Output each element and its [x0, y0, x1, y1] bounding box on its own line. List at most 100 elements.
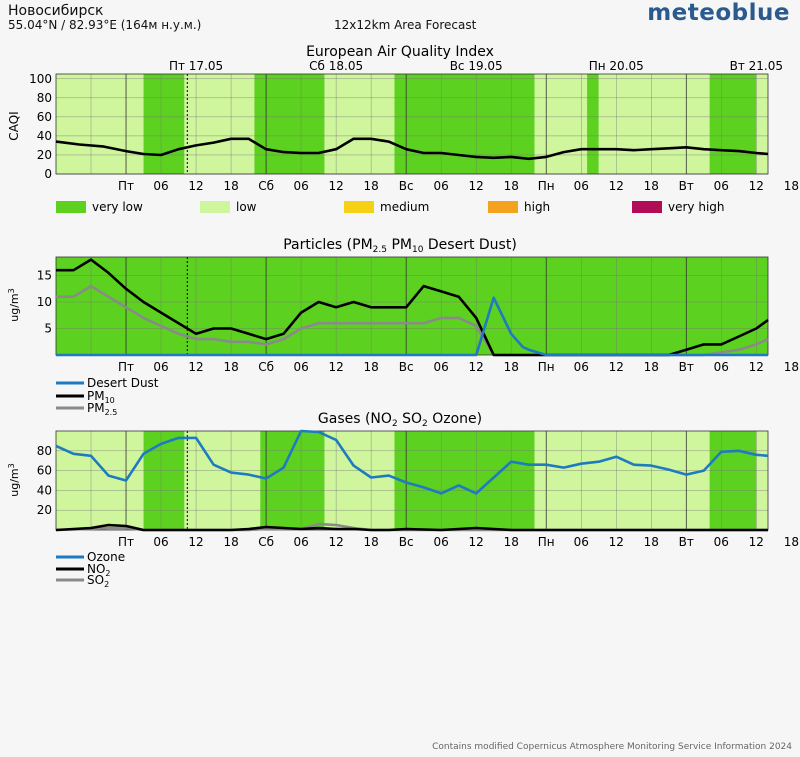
day-label: Вт 21.05	[730, 59, 783, 73]
aqi-xtick-label: Пн	[538, 179, 555, 193]
particles-ytick-label: 10	[37, 295, 52, 309]
aqi-xtick-label: 06	[714, 179, 729, 193]
particles-xtick-label: Вт	[679, 360, 694, 374]
particles-xtick-label: 06	[293, 360, 308, 374]
aqi-band-low	[534, 74, 588, 174]
aqi-ytick-label: 60	[37, 110, 52, 124]
legend-no2-label: NO2	[87, 562, 111, 578]
legend-desert-dust-label: Desert Dust	[87, 376, 159, 390]
legend-so2-label: SO2	[87, 573, 109, 589]
particles-xtick-label: 12	[749, 360, 764, 374]
gases-series-no2	[55, 523, 768, 532]
aqi-xtick-label: 12	[328, 179, 343, 193]
gases-xtick-label: 18	[784, 535, 799, 549]
aqi-xtick-label: 18	[644, 179, 659, 193]
aqi-xtick-label: 12	[609, 179, 624, 193]
aqi-band-low	[184, 74, 255, 174]
aqi-xtick-label: 06	[153, 179, 168, 193]
gases-plot: 20 40 60 80	[37, 429, 769, 532]
aqi-band-very-low	[394, 74, 535, 174]
aqi-xtick-label: Сб	[258, 179, 274, 193]
aqi-ytick-label: 80	[37, 91, 52, 105]
aqi-x-ticks: Пт 06 12 18 Сб 06 12 18 Вс 06 12 18 Пн 06 12 18 Вт 06 12 18	[118, 179, 799, 193]
aqi-band-very-low	[254, 74, 325, 174]
aqi-day-labels: Пт 17.05 Сб 18.05 Вс 19.05 Пн 20.05 Вт 21.05	[169, 59, 783, 73]
aqi-xtick-label: 18	[784, 179, 799, 193]
copernicus-attribution: Contains modified Copernicus Atmosphere …	[432, 742, 792, 752]
gases-band-low	[324, 431, 395, 530]
particles-xtick-label: 18	[784, 360, 799, 374]
gases-xtick-label: 12	[749, 535, 764, 549]
aqi-band-low	[756, 74, 768, 174]
legend-high-label: high	[524, 200, 550, 214]
meteoblue-logo[interactable]: meteoblue	[647, 0, 790, 26]
legend-ozone-label: Ozone	[87, 550, 125, 564]
particles-chart-title: Particles (PM2.5 PM10 Desert Dust)	[283, 237, 517, 255]
particles-x-ticks: Пт 06 12 18 Сб 06 12 18 Вс 06 12 18 Пн 06 12 18 Вт 06 12 18	[118, 360, 799, 374]
gases-xtick-label: Вт	[679, 535, 694, 549]
gases-ytick-label: 80	[37, 444, 52, 458]
legend-medium-label: medium	[380, 200, 429, 214]
aqi-band-low	[324, 74, 395, 174]
gases-band-low	[534, 431, 710, 530]
legend-low-swatch	[200, 201, 230, 213]
particles-xtick-label: Вс	[399, 360, 414, 374]
gases-band-low	[756, 431, 768, 530]
particles-xtick-label: 12	[188, 360, 203, 374]
gases-xtick-label: 12	[469, 535, 484, 549]
particles-xtick-label: 06	[714, 360, 729, 374]
gases-xtick-label: 06	[153, 535, 168, 549]
aqi-band-very-low	[709, 74, 757, 174]
particles-plot: 5 10 15	[37, 256, 769, 357]
aqi-band-low	[598, 74, 710, 174]
gases-xtick-label: 12	[188, 535, 203, 549]
aqi-band-very-low	[587, 74, 599, 174]
particles-xtick-label: Сб	[258, 360, 274, 374]
gases-xtick-label: Пн	[538, 535, 555, 549]
aqi-band-very-low	[143, 74, 185, 174]
particles-xtick-label: 12	[609, 360, 624, 374]
legend-very-high-label: very high	[668, 200, 725, 214]
day-label: Пн 20.05	[589, 59, 644, 73]
legend-medium-swatch	[344, 201, 374, 213]
legend-high-swatch	[488, 201, 518, 213]
particles-xtick-label: 06	[574, 360, 589, 374]
aqi-series-caqi	[55, 137, 769, 161]
particles-ytick-label: 15	[37, 269, 52, 283]
aqi-xtick-label: 06	[293, 179, 308, 193]
gases-legend: Ozone NO2 SO2	[56, 550, 125, 589]
aqi-xtick-label: 18	[504, 179, 519, 193]
aqi-xtick-label: 12	[749, 179, 764, 193]
particles-xtick-label: 18	[644, 360, 659, 374]
gases-ytick-label: 20	[37, 503, 52, 517]
gases-xtick-label: 18	[364, 535, 379, 549]
gases-series-ozone	[55, 429, 769, 495]
gases-xtick-label: Пт	[118, 535, 134, 549]
gases-ylabel: ug/m3	[7, 463, 21, 496]
gases-xtick-label: 18	[644, 535, 659, 549]
gases-ytick-label: 60	[37, 464, 52, 478]
legend-very-low-swatch	[56, 201, 86, 213]
gases-band-very-low	[709, 431, 757, 530]
gases-band-low	[184, 431, 261, 530]
day-label: Сб 18.05	[309, 59, 363, 73]
aqi-xtick-label: 06	[434, 179, 449, 193]
legend-very-low-label: very low	[92, 200, 143, 214]
gases-xtick-label: 06	[714, 535, 729, 549]
particles-xtick-label: 18	[504, 360, 519, 374]
aqi-xtick-label: Пт	[118, 179, 134, 193]
particles-xtick-label: Пт	[118, 360, 134, 374]
gases-xtick-label: 18	[223, 535, 238, 549]
gases-xtick-label: 06	[434, 535, 449, 549]
gases-xtick-label: 12	[328, 535, 343, 549]
particles-xtick-label: Пн	[538, 360, 555, 374]
gases-chart-title: Gases (NO2 SO2 Ozone)	[318, 411, 482, 429]
gases-ytick-label: 40	[37, 483, 52, 497]
aqi-ytick-label: 40	[37, 129, 52, 143]
day-label: Пт 17.05	[169, 59, 223, 73]
aqi-xtick-label: 18	[223, 179, 238, 193]
gases-xtick-label: 06	[574, 535, 589, 549]
day-label: Вс 19.05	[450, 59, 503, 73]
aqi-xtick-label: 18	[364, 179, 379, 193]
